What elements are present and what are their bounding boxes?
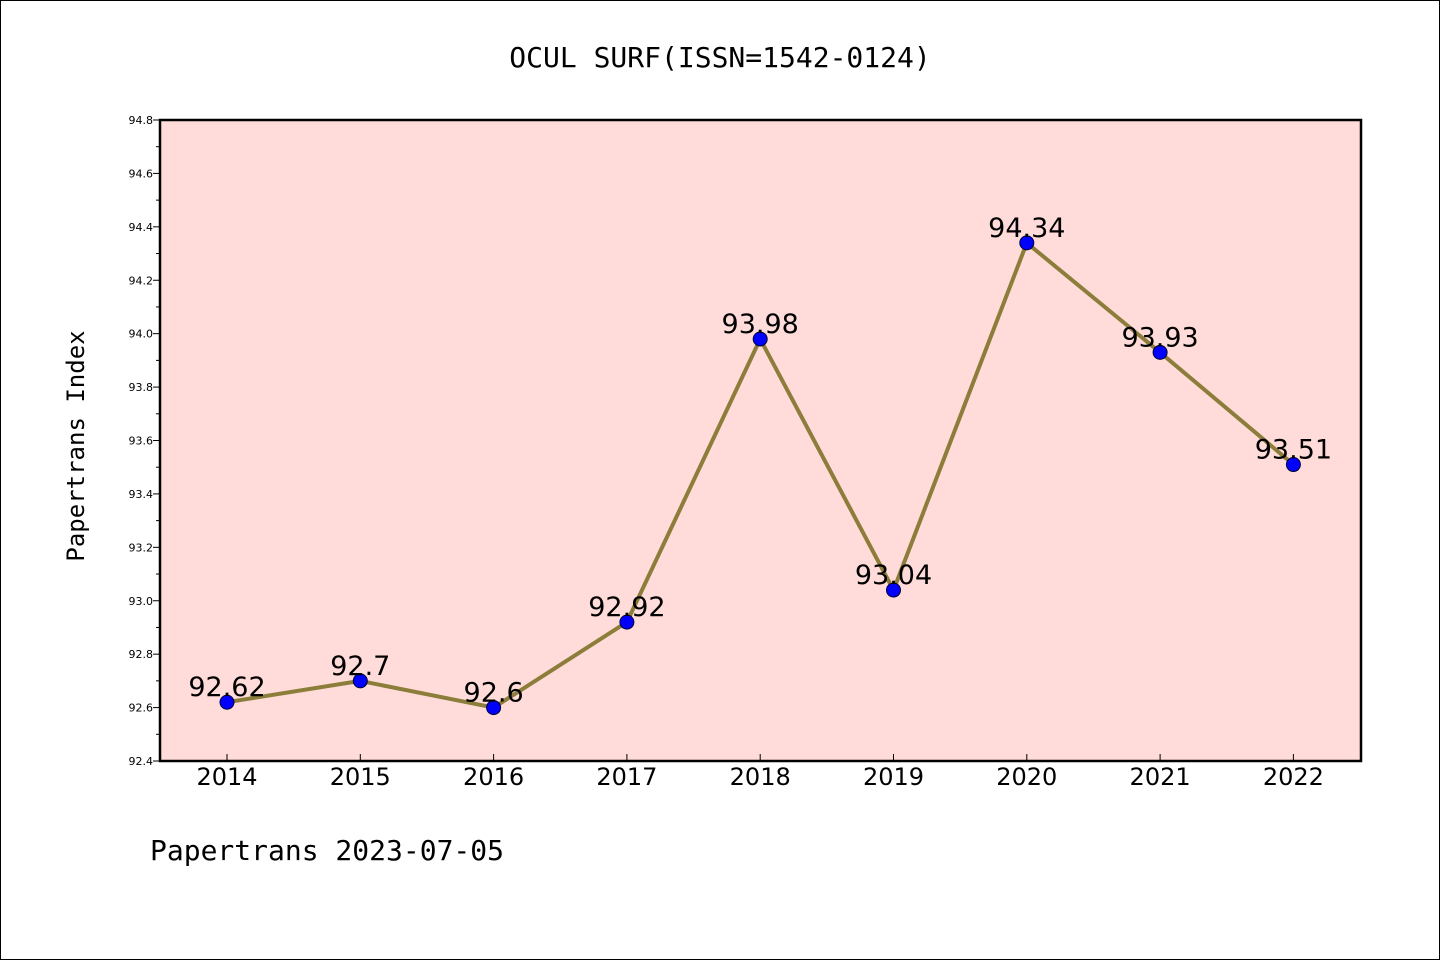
y-tick-label: 92.8: [129, 648, 154, 661]
x-tick-label: 2017: [596, 763, 657, 791]
y-tick-label: 94.6: [129, 167, 154, 180]
y-tick-label: 94.0: [129, 328, 154, 341]
data-label: 92.6: [464, 678, 524, 709]
data-point: [1285, 457, 1301, 473]
y-axis-label: Papertrans Index: [62, 330, 90, 561]
data-point: [352, 673, 368, 689]
x-tick-label: 2021: [1130, 763, 1191, 791]
x-tick-label: 2014: [196, 763, 257, 791]
data-label: 93.51: [1255, 435, 1332, 466]
data-point: [619, 614, 635, 630]
y-tick-label: 94.4: [129, 221, 154, 234]
chart-title: OCUL SURF(ISSN=1542-0124): [509, 41, 930, 74]
data-label: 92.92: [588, 592, 665, 623]
y-tick-label: 92.4: [129, 755, 154, 768]
y-tick-label: 93.8: [129, 381, 154, 394]
x-tick-label: 2019: [863, 763, 924, 791]
y-axis: 92.4 92.6 92.8 93.0 93.2 93.4 93.6 93.8 94.0 94.2…: [129, 114, 160, 768]
data-point: [1019, 235, 1035, 251]
x-tick-label: 2016: [463, 763, 524, 791]
data-label: 92.62: [188, 672, 265, 703]
data-label: 94.34: [988, 213, 1065, 244]
x-axis: 2014 2015 2016 2017 2018 2019 2020 2021 2022: [196, 754, 1324, 791]
data-point: [752, 331, 768, 347]
data-label: 93.93: [1121, 322, 1198, 353]
x-tick-label: 2018: [730, 763, 791, 791]
plot-area: [160, 120, 1361, 761]
footer-text: Papertrans 2023-07-05: [150, 834, 505, 867]
y-tick-label: 94.8: [129, 114, 154, 127]
data-labels: 92.62 92.7 92.6 92.92 93.98 93.04 94.34 93.93 93…: [188, 213, 1332, 709]
y-tick-label: 93.6: [129, 435, 154, 448]
data-label: 92.7: [330, 651, 390, 682]
y-tick-label: 93.4: [129, 488, 154, 501]
y-tick-label: 93.2: [129, 541, 154, 554]
y-tick-label: 94.2: [129, 274, 154, 287]
x-tick-label: 2015: [330, 763, 391, 791]
data-point: [486, 700, 502, 716]
y-tick-label: 92.6: [129, 702, 154, 715]
data-label: 93.98: [722, 309, 799, 340]
data-point: [886, 582, 901, 598]
y-tick-label: 93.0: [129, 595, 154, 608]
x-tick-label: 2022: [1263, 763, 1324, 791]
data-point: [1152, 344, 1168, 360]
data-label: 93.04: [855, 560, 932, 591]
data-markers: [219, 235, 1301, 716]
data-point: [219, 694, 235, 710]
x-tick-label: 2020: [996, 763, 1057, 791]
plot-frame: [158, 118, 1363, 763]
